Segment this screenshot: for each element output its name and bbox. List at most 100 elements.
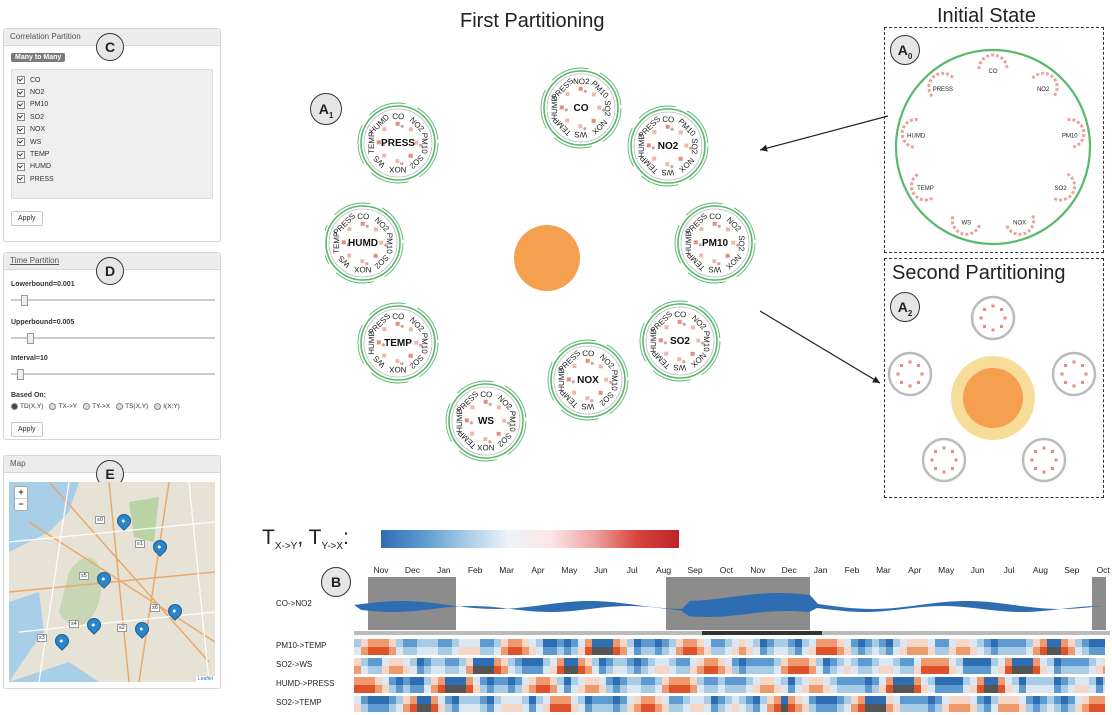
heatmap-cell: [991, 685, 998, 693]
heatmap-cell: [753, 685, 760, 693]
many-to-many-button[interactable]: Many to Many: [11, 53, 66, 62]
glyph-ring-outer: [547, 339, 629, 421]
checklist-item[interactable]: TEMP: [17, 148, 207, 160]
status-strip-cell: [846, 631, 858, 635]
checkbox[interactable]: [17, 150, 25, 159]
glyph-variable-label: PM10: [420, 133, 429, 155]
heatmap-cell: [501, 639, 508, 647]
heatmap-cell: [417, 704, 424, 712]
glyph-ring-outer: [445, 380, 527, 462]
heatmap-cell: [830, 639, 837, 647]
highlight-period[interactable]: [1092, 577, 1106, 630]
upperbound-slider[interactable]: [11, 333, 215, 344]
roads: [9, 482, 215, 682]
checklist-item[interactable]: NOX: [17, 124, 207, 136]
zoom-in-button[interactable]: +: [15, 487, 27, 499]
initial-variable-label: NOX: [1013, 220, 1026, 226]
heatmap-cell: [410, 696, 417, 704]
mini-glyph[interactable]: [887, 351, 933, 397]
glyph-variable-label: CO: [480, 390, 492, 399]
heatmap-cell: [669, 666, 676, 674]
status-strip-cell: [978, 631, 990, 635]
heatmap-cell: [515, 685, 522, 693]
checklist-item[interactable]: SO2: [17, 111, 207, 123]
checkbox[interactable]: [17, 138, 25, 147]
radio-option[interactable]: TX->Y: [49, 403, 77, 410]
radio-label: TS(X,Y): [125, 403, 149, 410]
heatmap-cell: [557, 639, 564, 647]
checkbox[interactable]: [17, 76, 25, 85]
mini-glyph[interactable]: [1021, 437, 1067, 483]
heatmap-cell: [361, 639, 368, 647]
glyph-mark: [725, 227, 730, 232]
mini-mark: [983, 324, 987, 328]
checklist-item[interactable]: WS: [17, 136, 207, 148]
heatmap-cell: [613, 639, 620, 647]
heatmap-cell: [578, 658, 585, 666]
second-center[interactable]: [963, 368, 1023, 428]
checklist-item[interactable]: PRESS: [17, 173, 207, 185]
checkbox[interactable]: [17, 125, 25, 134]
zoom-out-button[interactable]: −: [18, 499, 24, 509]
checklist-item[interactable]: HUMD: [17, 161, 207, 173]
radio-option[interactable]: TD(X,Y): [11, 403, 43, 410]
checkbox[interactable]: [17, 100, 25, 109]
mini-glyph[interactable]: [1051, 351, 1097, 397]
heatmap-cell: [641, 685, 648, 693]
radio-button[interactable]: [49, 403, 57, 410]
checkbox[interactable]: [17, 162, 25, 171]
slider-thumb[interactable]: [26, 333, 34, 344]
checkbox[interactable]: [17, 113, 25, 122]
heatmap-cell: [718, 696, 725, 704]
heatmap-cell: [403, 666, 410, 674]
correlation-apply-button[interactable]: Apply: [11, 211, 43, 226]
checklist-item[interactable]: CO: [17, 74, 207, 86]
slider-thumb[interactable]: [20, 295, 28, 306]
heatmap-cell: [627, 704, 634, 712]
mini-glyph[interactable]: [970, 295, 1016, 341]
heatmap-cell: [452, 639, 459, 647]
glyph-mark: [408, 127, 413, 132]
radio-button[interactable]: [83, 403, 91, 410]
radio-button[interactable]: [116, 403, 124, 410]
month-label: Oct: [1096, 565, 1110, 575]
interval-slider[interactable]: [11, 369, 215, 380]
heatmap-cell: [452, 685, 459, 693]
radio-option[interactable]: TY->X: [83, 403, 110, 410]
radio-button[interactable]: [11, 403, 18, 410]
heatmap-cell: [900, 677, 907, 685]
heatmap-cell: [403, 639, 410, 647]
slider-thumb[interactable]: [16, 369, 24, 380]
checklist-item[interactable]: PM10: [17, 99, 207, 111]
heatmap-cell: [1019, 647, 1026, 655]
heatmap-cell: [494, 639, 501, 647]
glyph-mark: [382, 353, 387, 358]
mini-glyph[interactable]: [921, 437, 967, 483]
heatmap-cell: [872, 685, 879, 693]
heatmap-cell: [942, 696, 949, 704]
radio-option[interactable]: TS(X,Y): [116, 403, 148, 410]
heatmap-cell: [732, 696, 739, 704]
checkbox[interactable]: [17, 175, 25, 184]
lowerbound-slider[interactable]: [11, 295, 215, 306]
map-attribution[interactable]: Leaflet: [195, 676, 215, 682]
heatmap-cell: [592, 685, 599, 693]
checklist-item[interactable]: NO2: [17, 86, 207, 98]
time-apply-button[interactable]: Apply: [11, 422, 43, 437]
heatmap-cell: [858, 639, 865, 647]
radio-option[interactable]: I(X;Y): [154, 403, 180, 410]
center-cluster[interactable]: [514, 225, 580, 291]
checkbox[interactable]: [17, 88, 25, 97]
radio-button[interactable]: [154, 403, 162, 410]
heatmap-cell: [900, 647, 907, 655]
map-view[interactable]: + − s0 s1 s5 s6 s4 s2 s3 Leaflet: [9, 482, 215, 682]
